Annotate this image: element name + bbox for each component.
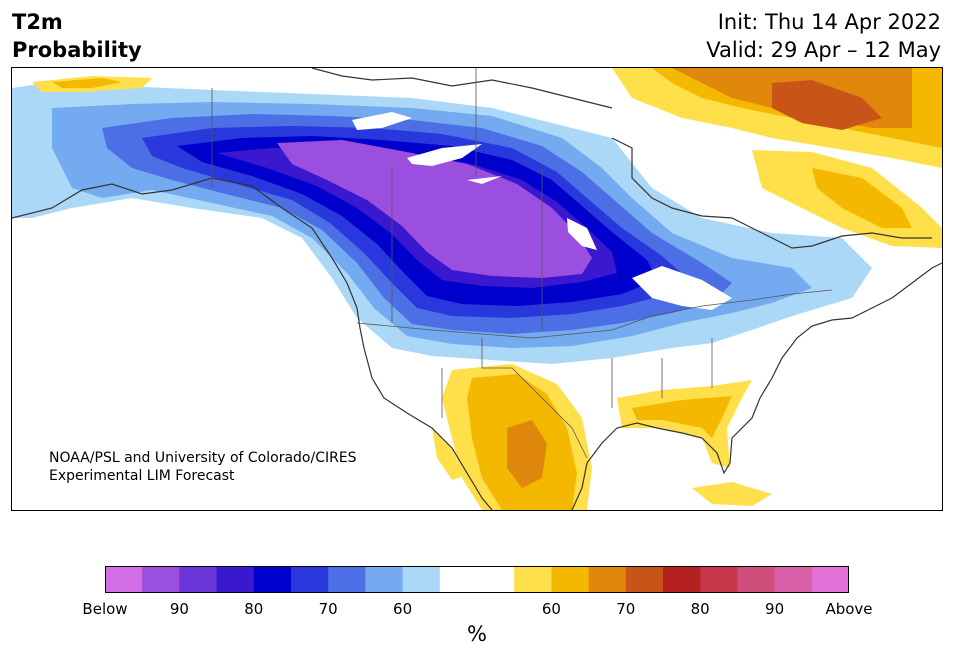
region-above-70-southwest bbox=[507, 420, 547, 488]
colorbar-swatch bbox=[625, 566, 664, 593]
colorbar-swatch bbox=[588, 566, 627, 593]
colorbar-swatch bbox=[291, 566, 329, 593]
valid-dates: Valid: 29 Apr – 12 May bbox=[706, 38, 941, 62]
region-above-75-arctic bbox=[772, 80, 882, 130]
colorbar-swatch bbox=[105, 566, 143, 593]
colorbar-swatch bbox=[551, 566, 590, 593]
colorbar-swatch bbox=[700, 566, 738, 593]
colorbar-tick-label: Above bbox=[825, 600, 873, 618]
political-borders bbox=[211, 68, 833, 459]
great-lakes bbox=[632, 266, 732, 310]
colorbar-border bbox=[105, 566, 849, 593]
colorbar-swatch bbox=[514, 566, 552, 593]
colorbar-tick-label: Below bbox=[82, 600, 128, 618]
lake-2 bbox=[407, 144, 482, 166]
colorbar-tick-label: 70 bbox=[616, 600, 636, 618]
credit-line-1: NOAA/PSL and University of Colorado/CIRE… bbox=[49, 450, 357, 466]
colorbar-swatch bbox=[402, 566, 441, 593]
region-above-60-alaska bbox=[52, 78, 122, 88]
colorbar-tick-label: 90 bbox=[169, 600, 189, 618]
colorbar-tick-label: 90 bbox=[765, 600, 785, 618]
colorbar-tick-label: 80 bbox=[690, 600, 710, 618]
colorbar bbox=[105, 566, 849, 593]
colorbar-swatch bbox=[328, 566, 366, 593]
date-info: Init: Thu 14 Apr 2022 Valid: 29 Apr – 12… bbox=[706, 8, 941, 64]
title-line-2: Probability bbox=[12, 38, 142, 62]
region-above-light-baja bbox=[432, 428, 464, 480]
init-date: Init: Thu 14 Apr 2022 bbox=[717, 10, 941, 34]
credit-text: NOAA/PSL and University of Colorado/CIRE… bbox=[49, 449, 357, 485]
credit-line-2: Experimental LIM Forecast bbox=[49, 468, 235, 484]
title-line-1: T2m bbox=[12, 10, 63, 34]
colorbar-tick-label: 60 bbox=[541, 600, 561, 618]
colorbar-swatch bbox=[477, 566, 515, 593]
region-above-light-caribbean bbox=[692, 482, 772, 506]
colorbar-swatch bbox=[811, 566, 849, 593]
colorbar-tick-label: 70 bbox=[318, 600, 338, 618]
colorbar-swatch bbox=[179, 566, 218, 593]
colorbar-swatch bbox=[663, 566, 701, 593]
colorbar-swatch bbox=[216, 566, 255, 593]
map-panel bbox=[11, 67, 943, 511]
colorbar-swatch bbox=[253, 566, 292, 593]
colorbar-swatch bbox=[142, 566, 180, 593]
colorbar-tick-labels: Below 90 80 70 60 60 70 80 90 Above bbox=[0, 600, 953, 620]
lake-1 bbox=[352, 112, 412, 130]
colorbar-swatch bbox=[365, 566, 404, 593]
chart-title: T2m Probability bbox=[12, 8, 142, 64]
colorbar-swatch bbox=[737, 566, 776, 593]
region-above-60-labrador bbox=[812, 168, 912, 228]
probability-map bbox=[12, 68, 942, 510]
colorbar-tick-label: 60 bbox=[393, 600, 413, 618]
colorbar-tick-label: 80 bbox=[244, 600, 264, 618]
region-below-core bbox=[277, 140, 592, 278]
colorbar-unit: % bbox=[467, 622, 487, 646]
colorbar-swatch bbox=[774, 566, 813, 593]
region-above-60-southeast bbox=[632, 396, 732, 438]
coastlines bbox=[12, 68, 942, 510]
colorbar-swatch bbox=[439, 566, 478, 593]
lake-4 bbox=[567, 218, 597, 250]
lake-3 bbox=[467, 176, 502, 184]
